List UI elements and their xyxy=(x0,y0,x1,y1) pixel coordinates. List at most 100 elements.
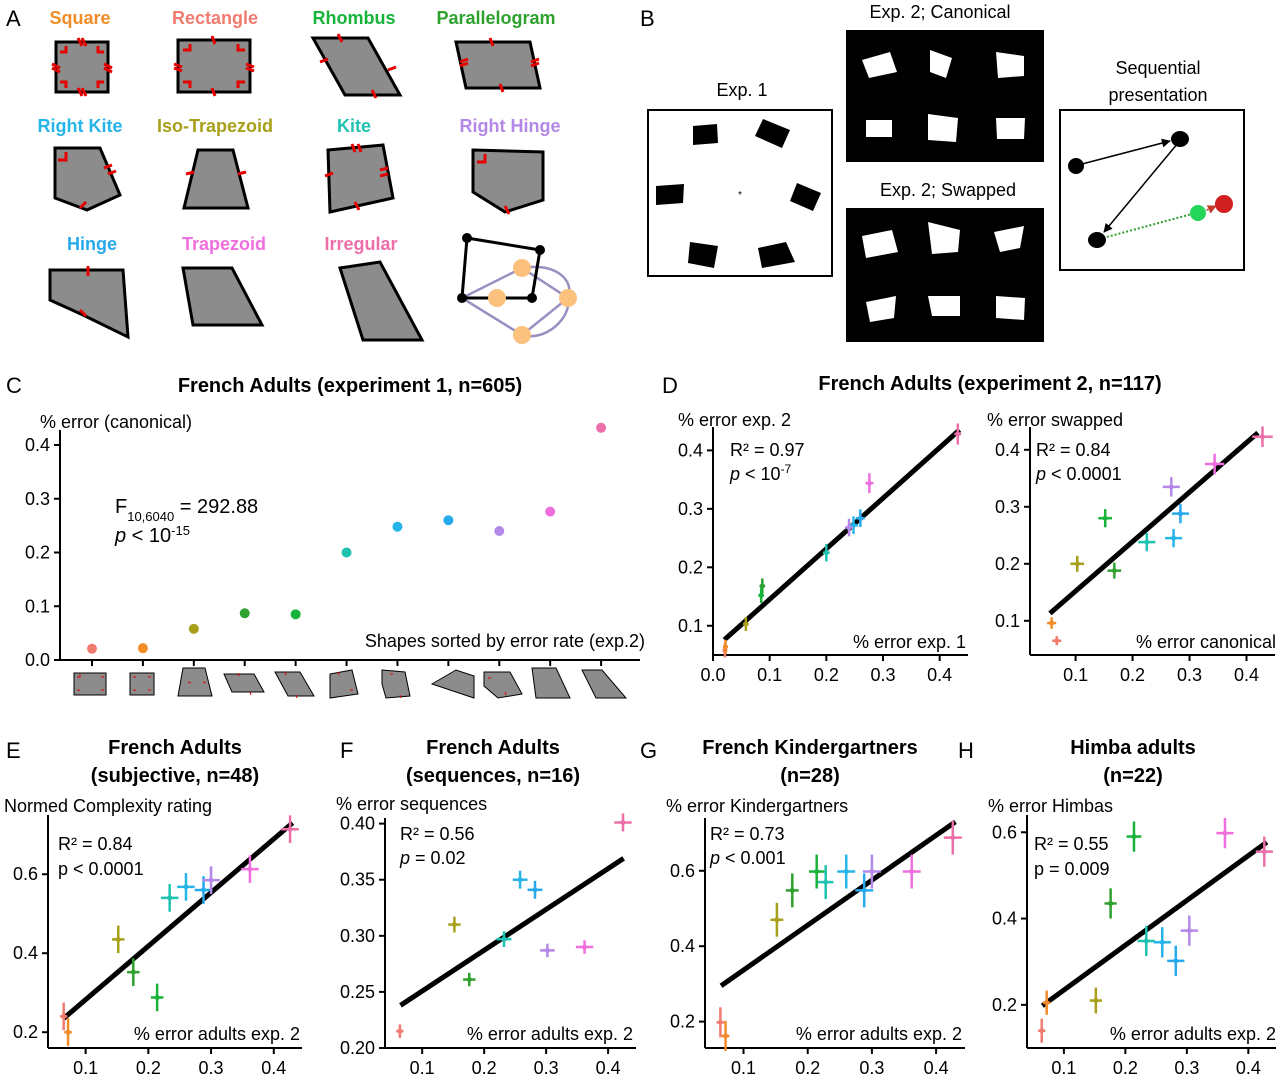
panel-e-plot: 0.1 0.2 0.3 0.4 0.2 0.4 0.6 xyxy=(13,815,302,1074)
y-tick-label: 0.2 xyxy=(670,1012,695,1032)
y-tick-label: 0.4 xyxy=(13,943,38,963)
x-tick-label: 0.2 xyxy=(472,1058,497,1074)
panel-label-e: E xyxy=(6,738,21,763)
exp2-canonical-label: Exp. 2; Canonical xyxy=(869,2,1010,22)
shape-irregular xyxy=(338,260,425,342)
data-point xyxy=(1107,562,1122,579)
shape-trapezoid xyxy=(181,266,265,327)
data-point xyxy=(239,608,250,619)
panel-h-p: p = 0.009 xyxy=(1034,859,1110,879)
x-tick-label: 0.3 xyxy=(534,1058,559,1074)
panel-e-r2: R² = 0.84 xyxy=(58,834,133,854)
panel-c-ylabel: % error (canonical) xyxy=(40,412,192,432)
x-tick-label: 0.2 xyxy=(1113,1058,1138,1074)
data-point xyxy=(202,866,220,894)
data-point xyxy=(837,854,856,889)
data-point xyxy=(716,1007,725,1038)
data-point xyxy=(1171,503,1189,524)
y-tick-label: 0.4 xyxy=(992,909,1017,929)
data-point xyxy=(855,873,874,908)
data-point xyxy=(392,521,403,532)
panel-c-axes: 0.0 0.1 0.2 0.3 0.4 xyxy=(25,430,640,670)
shape-label-right-hinge: Right Hinge xyxy=(460,116,561,136)
property-markers xyxy=(51,33,540,318)
data-point xyxy=(137,643,148,654)
panel-e-p: p < 0.0001 xyxy=(58,859,144,879)
panel-f-plot: 0.1 0.2 0.3 0.4 0.20 0.25 0.30 0.35 0.40 xyxy=(340,813,636,1074)
shape-label-right-kite: Right Kite xyxy=(38,116,123,136)
panel-h-xlabel: % error adults exp. 2 xyxy=(1110,1024,1276,1044)
panel-f-title-line2: (sequences, n=16) xyxy=(406,765,580,787)
data-point xyxy=(862,854,881,889)
panel-f-ylabel: % error sequences xyxy=(336,794,487,814)
sequential-screen xyxy=(1059,109,1245,271)
panel-e-title-line1: French Adults xyxy=(108,737,242,759)
exp2-canonical-screen xyxy=(846,30,1044,162)
y-tick-label: 0.4 xyxy=(25,435,50,455)
panel-d2-ylabel: % error swapped xyxy=(987,410,1123,430)
y-tick-label: 0.6 xyxy=(670,861,695,881)
graph-diagram xyxy=(457,233,577,344)
data-point xyxy=(1047,617,1057,629)
data-point xyxy=(855,509,865,527)
data-point xyxy=(1052,636,1062,646)
y-tick-label: 0.2 xyxy=(678,557,703,577)
x-tick-label: 0.4 xyxy=(596,1058,621,1074)
x-tick-label: 0.1 xyxy=(1051,1058,1076,1074)
panel-label-c: C xyxy=(6,373,22,398)
x-tick-label: 0.3 xyxy=(199,1058,224,1074)
panel-d1-ylabel: % error exp. 2 xyxy=(678,410,791,430)
panel-h-r2: R² = 0.55 xyxy=(1034,834,1109,854)
shape-right-kite xyxy=(53,146,122,212)
shape-label-parallelogram: Parallelogram xyxy=(436,8,555,28)
regression-line xyxy=(722,428,962,642)
regression-line xyxy=(399,856,625,1008)
panel-g-r2: R² = 0.73 xyxy=(710,824,785,844)
shape-label-square: Square xyxy=(49,8,110,28)
y-tick-label: 0.6 xyxy=(13,864,38,884)
data-point xyxy=(1070,555,1085,572)
y-tick-label: 0.40 xyxy=(340,814,375,834)
data-point xyxy=(845,518,853,537)
data-point xyxy=(545,506,556,517)
data-point xyxy=(150,983,164,1012)
panel-g-p: p < 0.001 xyxy=(709,848,786,868)
x-tick-label: 0.3 xyxy=(1174,1058,1199,1074)
panel-f-xlabel: % error adults exp. 2 xyxy=(467,1024,633,1044)
data-point xyxy=(1167,945,1185,976)
y-tick-label: 0.1 xyxy=(995,611,1020,631)
data-point xyxy=(865,473,874,494)
data-point xyxy=(743,617,749,632)
regression-line xyxy=(62,820,295,1021)
shape-label-hinge: Hinge xyxy=(67,234,117,254)
data-point xyxy=(1038,1018,1046,1043)
panel-c-points xyxy=(87,422,607,654)
data-point xyxy=(527,880,543,899)
data-point xyxy=(87,643,97,654)
panel-b: Exp. 1 * Exp. 2; Canonical Exp. 2; Swapp… xyxy=(647,2,1245,342)
shape-parallelogram xyxy=(454,40,542,90)
panel-d2-xlabel: % error canonical xyxy=(1136,632,1276,652)
data-point xyxy=(1216,818,1234,849)
data-point xyxy=(1165,529,1183,548)
y-tick-label: 0.1 xyxy=(678,616,703,636)
data-point xyxy=(614,813,632,832)
panel-label-a: A xyxy=(6,6,21,31)
data-point xyxy=(1042,990,1051,1015)
panel-c: French Adults (experiment 1, n=605) % er… xyxy=(25,375,645,699)
y-tick-label: 0.35 xyxy=(340,870,375,890)
data-point xyxy=(722,639,728,654)
data-point xyxy=(785,873,799,908)
data-point xyxy=(809,854,825,889)
panel-c-shape-icons xyxy=(73,667,628,699)
x-tick-label: 0.2 xyxy=(814,665,839,685)
data-point xyxy=(1204,453,1225,475)
panel-d1-xlabel: % error exp. 1 xyxy=(853,632,966,652)
shape-label-irregular: Irregular xyxy=(324,234,397,254)
panel-f-p: p = 0.02 xyxy=(399,848,466,868)
x-tick-label: 0.1 xyxy=(410,1058,435,1074)
x-tick-label: 0.1 xyxy=(1063,665,1088,685)
panel-f-title-line1: French Adults xyxy=(426,737,560,759)
y-tick-label: 0.0 xyxy=(25,650,50,670)
